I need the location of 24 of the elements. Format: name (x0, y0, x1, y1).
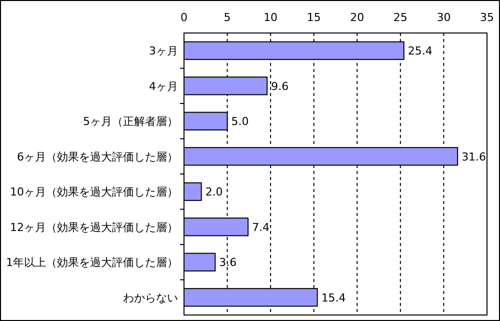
data-label: 25.4 (408, 44, 432, 58)
data-label: 15.4 (321, 291, 346, 304)
y-tick-label: 1年以上（効果を過大評価した層） (6, 256, 178, 270)
data-label: 2.0 (205, 186, 223, 199)
y-tick-label: 10ヶ月（効果を過大評価した層） (10, 186, 178, 199)
x-tick-label: 20 (350, 11, 364, 24)
x-tick-label: 35 (480, 11, 494, 24)
data-label: 7.4 (252, 220, 270, 234)
data-label: 5.0 (231, 115, 249, 128)
y-tick-label: 3ヶ月 (149, 44, 178, 58)
y-tick-label: 6ヶ月（効果を過大評価した層） (17, 150, 178, 164)
x-tick-label: 5 (224, 11, 231, 24)
y-tick-label: 4ヶ月 (149, 80, 178, 93)
data-label: 3.6 (219, 256, 237, 270)
x-tick-label: 25 (393, 11, 408, 24)
x-tick-label: 30 (436, 11, 451, 24)
y-tick-label: 12ヶ月（効果を過大評価した層） (10, 220, 178, 234)
data-label: 31.6 (462, 150, 486, 164)
y-tick-label: 5ヶ月（正解者層） (83, 115, 178, 128)
x-tick-label: 0 (180, 11, 188, 24)
x-tick-label: 10 (264, 11, 278, 24)
y-tick-label: わからない (123, 291, 178, 304)
x-tick-label: 15 (306, 11, 321, 24)
data-label: 9.6 (271, 80, 289, 93)
